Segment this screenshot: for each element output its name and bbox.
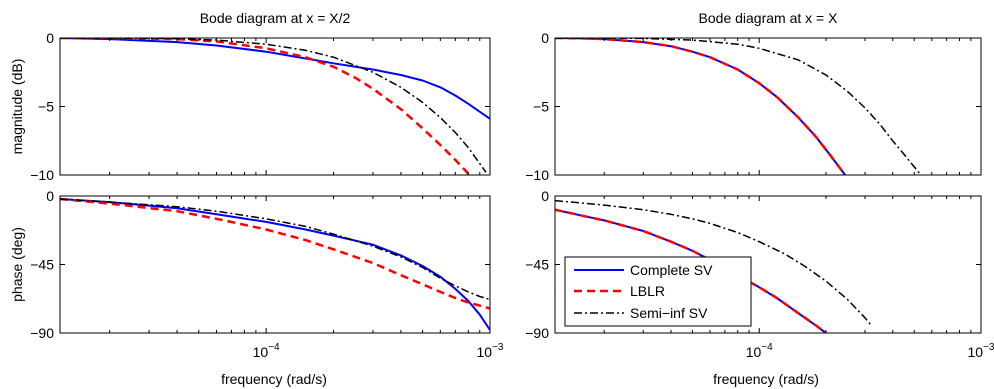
legend: Complete SV LBLR Semi−inf SV xyxy=(564,256,752,327)
x-axis-label-right: frequency (rad/s) xyxy=(713,371,819,387)
x-tick-label: 10−4 xyxy=(746,342,773,360)
y-tick-label: 0 xyxy=(541,188,549,204)
legend-label-lblr: LBLR xyxy=(630,283,665,299)
x-tick-label: 10−3 xyxy=(477,342,504,360)
y-axis-label: phase (deg) xyxy=(9,227,25,302)
series-line-semi-inf-sv xyxy=(60,38,487,173)
axes-frame xyxy=(59,37,491,176)
legend-label-semi-inf-sv: Semi−inf SV xyxy=(630,305,708,321)
x-axis-label-left: frequency (rad/s) xyxy=(221,371,327,387)
y-tick-label: −45 xyxy=(30,257,54,273)
plot-title: Bode diagram at x = X xyxy=(699,10,839,26)
y-tick-label: 0 xyxy=(46,30,54,46)
series-line-semi-inf-sv xyxy=(555,38,922,175)
magnitude-plot-x-full: 0 −5 −10 Bode diagram at x = X xyxy=(525,10,982,183)
y-tick-label: −5 xyxy=(38,99,54,115)
phase-plot-x-half: 0 −45 −90 10−4 10−3 phase (deg) xyxy=(9,188,504,360)
y-axis-label: magnitude (dB) xyxy=(9,59,25,155)
y-tick-label: 0 xyxy=(541,30,549,46)
legend-label-complete-sv: Complete SV xyxy=(630,262,713,278)
legend-box xyxy=(564,256,752,327)
y-tick-label: −45 xyxy=(525,257,549,273)
y-tick-label: −10 xyxy=(30,167,54,183)
series-line-semi-inf-sv xyxy=(555,199,872,326)
y-tick-label: −90 xyxy=(30,325,54,341)
y-tick-label: −10 xyxy=(525,167,549,183)
series-line-complete-sv xyxy=(60,38,490,120)
y-tick-label: −90 xyxy=(525,325,549,341)
series-line-lblr xyxy=(555,38,847,175)
x-tick-label: 10−3 xyxy=(968,342,994,360)
magnitude-plot-x-half: 0 −5 −10 Bode diagram at x = X/2 magnitude (… xyxy=(9,10,491,183)
axes-frame xyxy=(59,195,491,334)
plot-title: Bode diagram at x = X/2 xyxy=(200,10,351,26)
series-line-lblr xyxy=(60,197,490,310)
series-line-complete-sv xyxy=(60,198,490,331)
x-tick-label: 10−4 xyxy=(253,342,280,360)
series-line-lblr xyxy=(60,38,470,175)
y-tick-label: −5 xyxy=(533,99,549,115)
axes-frame xyxy=(554,37,982,176)
series-line-complete-sv xyxy=(555,38,846,175)
series-line-semi-inf-sv xyxy=(60,198,490,301)
phase-plot-x-full: 0 −45 −90 10−4 10−3 xyxy=(525,188,994,360)
y-tick-label: 0 xyxy=(46,188,54,204)
